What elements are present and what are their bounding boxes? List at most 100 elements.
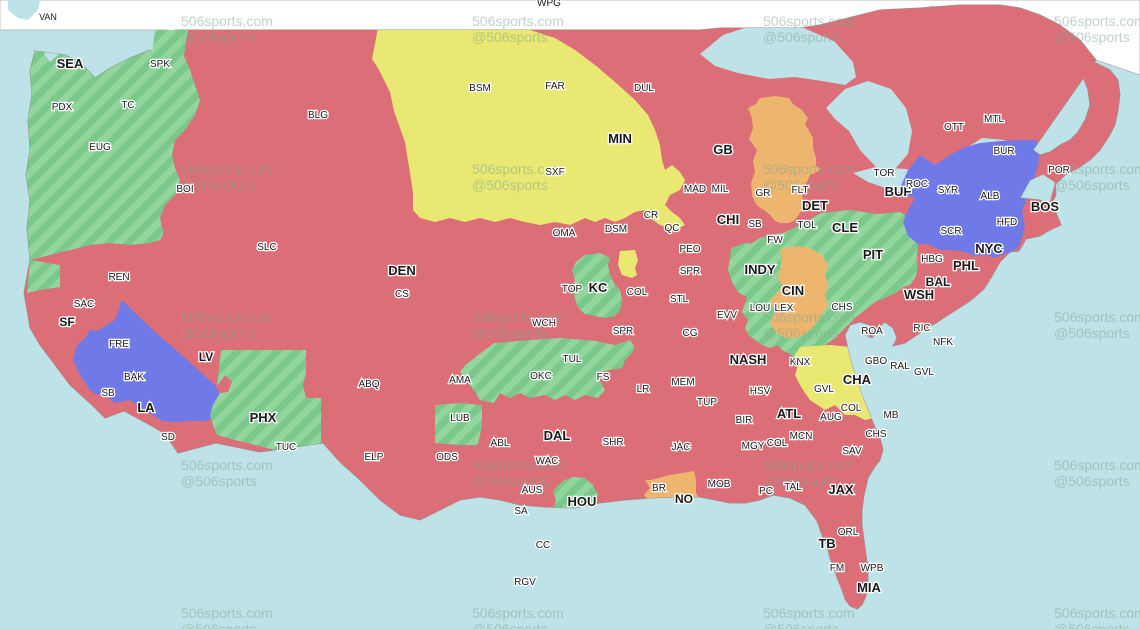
svg-text:GBO: GBO [865, 356, 887, 367]
svg-text:ABQ: ABQ [358, 379, 379, 390]
svg-text:DEN: DEN [388, 263, 415, 278]
svg-text:TB: TB [818, 536, 835, 551]
svg-text:CIN: CIN [782, 283, 804, 298]
svg-text:FS: FS [597, 372, 610, 383]
svg-text:@506sports: @506sports [763, 621, 839, 629]
svg-text:KC: KC [589, 280, 608, 295]
svg-text:MIL: MIL [712, 184, 729, 195]
svg-text:RIC: RIC [913, 323, 930, 334]
svg-text:@506sports: @506sports [763, 29, 839, 45]
svg-text:STL: STL [670, 294, 689, 305]
svg-text:OTT: OTT [944, 122, 964, 133]
svg-text:506sports.com: 506sports.com [1054, 605, 1140, 621]
svg-text:@506sports: @506sports [1054, 473, 1130, 489]
svg-text:TC: TC [121, 100, 134, 111]
svg-text:SAC: SAC [74, 299, 95, 310]
svg-text:BSM: BSM [469, 83, 491, 94]
svg-text:506sports.com: 506sports.com [763, 605, 855, 621]
svg-text:MOB: MOB [708, 479, 731, 490]
svg-text:ODS: ODS [436, 452, 458, 463]
svg-text:NASH: NASH [730, 352, 767, 367]
svg-text:ELP: ELP [365, 452, 384, 463]
svg-text:MIA: MIA [857, 580, 881, 595]
svg-text:DSM: DSM [605, 224, 627, 235]
svg-text:POR: POR [1048, 165, 1070, 176]
svg-text:TUC: TUC [276, 442, 297, 453]
svg-text:OKC: OKC [530, 371, 552, 382]
svg-text:PC: PC [759, 486, 773, 497]
svg-text:@506sports: @506sports [181, 621, 257, 629]
svg-text:NYC: NYC [975, 241, 1003, 256]
svg-text:LEX: LEX [775, 303, 794, 314]
svg-text:506sports.com: 506sports.com [181, 605, 273, 621]
svg-text:506sports.com: 506sports.com [1054, 309, 1140, 325]
svg-text:TUL: TUL [563, 354, 582, 365]
svg-text:@506sports: @506sports [181, 29, 257, 45]
svg-text:EUG: EUG [89, 142, 111, 153]
svg-text:OMA: OMA [553, 228, 576, 239]
svg-text:SXF: SXF [545, 167, 564, 178]
svg-text:SEA: SEA [57, 56, 84, 71]
svg-text:CHS: CHS [831, 302, 852, 313]
svg-text:SB: SB [101, 388, 115, 399]
svg-text:ROA: ROA [861, 326, 883, 337]
svg-text:506sports.com: 506sports.com [181, 161, 273, 177]
svg-text:506sports.com: 506sports.com [763, 161, 855, 177]
svg-text:506sports.com: 506sports.com [763, 13, 855, 29]
svg-text:FAR: FAR [545, 81, 564, 92]
svg-text:AUG: AUG [820, 412, 842, 423]
svg-text:CLE: CLE [832, 220, 858, 235]
svg-text:506sports.com: 506sports.com [1054, 13, 1140, 29]
svg-text:SCR: SCR [940, 226, 961, 237]
svg-text:WPB: WPB [861, 563, 884, 574]
svg-text:COL: COL [841, 403, 862, 414]
svg-text:LA: LA [137, 400, 155, 415]
svg-text:NFK: NFK [933, 337, 953, 348]
svg-text:FM: FM [830, 563, 844, 574]
svg-text:GB: GB [713, 142, 733, 157]
svg-text:CC: CC [536, 540, 550, 551]
svg-text:SPK: SPK [150, 59, 170, 70]
svg-text:HFD: HFD [997, 217, 1018, 228]
svg-text:MCN: MCN [790, 431, 813, 442]
svg-text:SLC: SLC [257, 242, 276, 253]
svg-text:ROC: ROC [906, 179, 928, 190]
svg-text:TUP: TUP [697, 397, 717, 408]
svg-text:WPG: WPG [537, 0, 561, 9]
svg-text:SD: SD [161, 432, 175, 443]
svg-text:GVL: GVL [814, 384, 834, 395]
svg-text:AMA: AMA [449, 375, 471, 386]
svg-text:@506sports: @506sports [763, 325, 839, 341]
svg-text:SF: SF [59, 315, 74, 329]
svg-text:MGY: MGY [742, 441, 765, 452]
svg-text:MIN: MIN [608, 131, 632, 146]
svg-text:506sports.com: 506sports.com [1054, 457, 1140, 473]
svg-text:JAC: JAC [672, 442, 691, 453]
svg-text:CHA: CHA [843, 372, 872, 387]
svg-text:WSH: WSH [904, 287, 934, 302]
svg-text:ATL: ATL [777, 406, 801, 421]
svg-text:BLG: BLG [308, 110, 328, 121]
svg-text:PDX: PDX [52, 102, 73, 113]
svg-text:CHI: CHI [717, 212, 739, 227]
svg-text:VAN: VAN [39, 12, 57, 22]
svg-text:506sports.com: 506sports.com [181, 457, 273, 473]
svg-text:SB: SB [748, 219, 762, 230]
svg-text:HOU: HOU [568, 494, 597, 509]
svg-text:BIR: BIR [736, 415, 753, 426]
svg-text:ABL: ABL [491, 438, 510, 449]
svg-text:MAD: MAD [684, 184, 706, 195]
svg-text:TOP: TOP [562, 284, 583, 295]
svg-text:JAX: JAX [828, 482, 854, 497]
svg-text:BAK: BAK [124, 372, 144, 383]
svg-text:@506sports: @506sports [1054, 325, 1130, 341]
svg-text:FW: FW [767, 235, 783, 246]
svg-text:LUB: LUB [450, 413, 470, 424]
svg-text:BR: BR [652, 483, 666, 494]
svg-text:@506sports: @506sports [181, 473, 257, 489]
svg-text:@506sports: @506sports [472, 621, 548, 629]
svg-text:SPR: SPR [680, 266, 701, 277]
svg-text:TOL: TOL [797, 220, 817, 231]
svg-text:REN: REN [108, 272, 129, 283]
svg-text:MB: MB [884, 410, 899, 421]
